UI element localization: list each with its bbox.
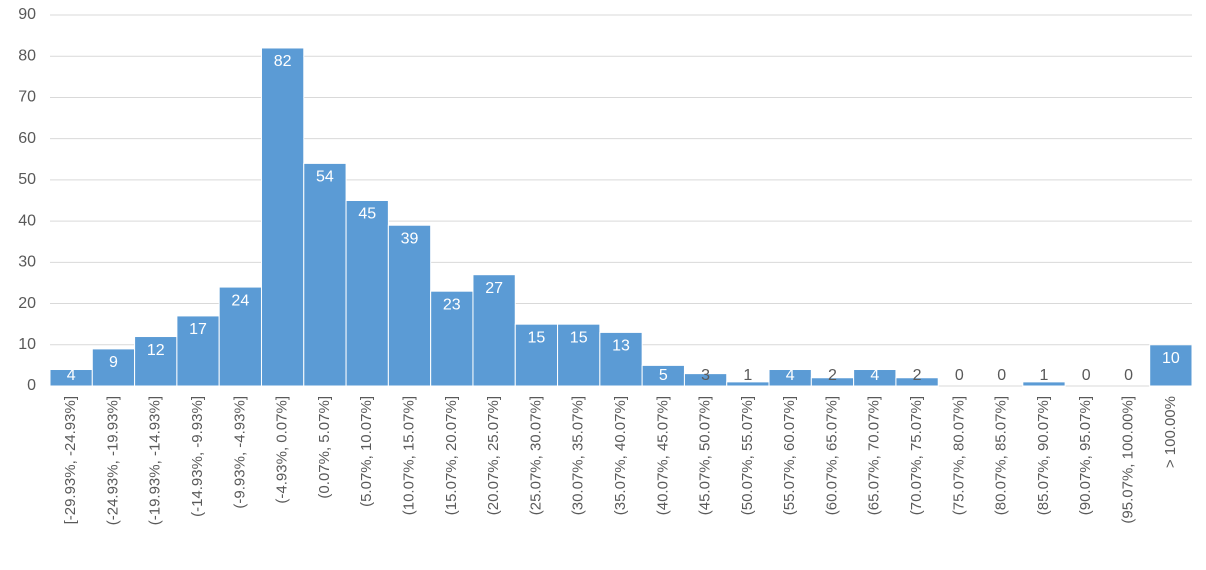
data-label: 0 — [955, 367, 964, 384]
x-tick-label: (45.07%, 50.07%] — [697, 396, 714, 515]
data-label: 10 — [1162, 350, 1180, 367]
data-label: 12 — [147, 342, 165, 359]
data-label: 0 — [1124, 367, 1133, 384]
x-tick-label: (35.07%, 40.07%] — [612, 396, 629, 515]
y-tick-label: 20 — [18, 295, 36, 312]
x-tick-label: (25.07%, 30.07%] — [527, 396, 544, 515]
x-tick-label: > 100.00% — [1162, 396, 1179, 468]
data-label: 3 — [701, 367, 710, 384]
y-tick-label: 90 — [18, 6, 36, 23]
data-label: 0 — [997, 367, 1006, 384]
x-tick-label: (85.07%, 90.07%] — [1035, 396, 1052, 515]
x-tick-label: (15.07%, 20.07%] — [443, 396, 460, 515]
bar — [599, 331, 643, 387]
x-tick-label: (40.07%, 45.07%] — [654, 396, 671, 515]
bar — [260, 47, 305, 387]
x-tick-label: (75.07%, 80.07%] — [950, 396, 967, 515]
data-label: 1 — [743, 367, 752, 384]
y-tick-label: 70 — [18, 89, 36, 106]
data-label: 82 — [274, 53, 292, 70]
x-tick-label: (50.07%, 55.07%] — [739, 396, 756, 515]
bar — [514, 323, 559, 387]
x-tick-label: (5.07%, 10.07%] — [358, 396, 375, 507]
data-label: 4 — [870, 367, 879, 384]
x-tick-label: (90.07%, 95.07%] — [1077, 396, 1094, 515]
data-label: 1 — [1040, 367, 1049, 384]
bar — [218, 286, 262, 387]
bar — [683, 373, 728, 387]
data-label: 15 — [528, 329, 546, 346]
bar — [430, 290, 474, 387]
bar — [472, 274, 516, 387]
y-tick-label: 60 — [18, 130, 36, 147]
y-tick-label: 10 — [18, 336, 36, 353]
y-tick-label: 50 — [18, 171, 36, 188]
y-tick-label: 40 — [18, 212, 36, 229]
x-tick-label: (0.07%, 5.07%] — [316, 396, 333, 499]
data-label: 39 — [401, 230, 419, 247]
y-tick-label: 30 — [18, 254, 36, 271]
data-label: 5 — [659, 367, 668, 384]
data-label: 54 — [316, 169, 334, 186]
data-label: 24 — [231, 292, 249, 309]
y-tick-label: 80 — [18, 47, 36, 64]
x-tick-label: (20.07%, 25.07%] — [485, 396, 502, 515]
x-tick-label: [-29.93%, -24.93%] — [62, 396, 79, 524]
bar — [387, 224, 432, 387]
bar — [1022, 381, 1066, 387]
data-label: 17 — [189, 321, 207, 338]
data-label: 15 — [570, 329, 588, 346]
data-label: 45 — [358, 206, 376, 223]
bar — [1149, 344, 1193, 387]
data-label: 4 — [67, 367, 76, 384]
data-label: 0 — [1082, 367, 1091, 384]
x-tick-label: (-4.93%, 0.07%] — [274, 396, 291, 504]
y-tick-label: 0 — [27, 377, 36, 394]
data-label: 23 — [443, 296, 461, 313]
x-tick-label: (10.07%, 15.07%] — [400, 396, 417, 515]
x-tick-label: (55.07%, 60.07%] — [781, 396, 798, 515]
x-tick-label: (70.07%, 75.07%] — [908, 396, 925, 515]
x-tick-label: (30.07%, 35.07%] — [570, 396, 587, 515]
bar — [345, 200, 389, 387]
x-tick-label: (65.07%, 70.07%] — [866, 396, 883, 515]
x-tick-label: (-24.93%, -19.93%] — [104, 396, 121, 525]
data-label: 2 — [828, 367, 837, 384]
x-tick-label: (-9.93%, -4.93%] — [231, 396, 248, 509]
x-tick-label: (60.07%, 65.07%] — [823, 396, 840, 515]
data-label: 9 — [109, 354, 118, 371]
x-tick-label: (-19.93%, -14.93%] — [147, 396, 164, 525]
data-label: 2 — [913, 367, 922, 384]
data-label: 27 — [485, 280, 503, 297]
bar — [303, 162, 347, 387]
bar — [895, 377, 939, 387]
x-tick-label: (80.07%, 85.07%] — [993, 396, 1010, 515]
bar — [134, 336, 178, 387]
bar — [176, 315, 220, 387]
x-tick-label: (95.07%, 100.00%] — [1120, 396, 1137, 524]
data-label: 4 — [786, 367, 795, 384]
data-label: 13 — [612, 338, 630, 355]
x-tick-label: (-14.93%, -9.93%] — [189, 396, 206, 517]
